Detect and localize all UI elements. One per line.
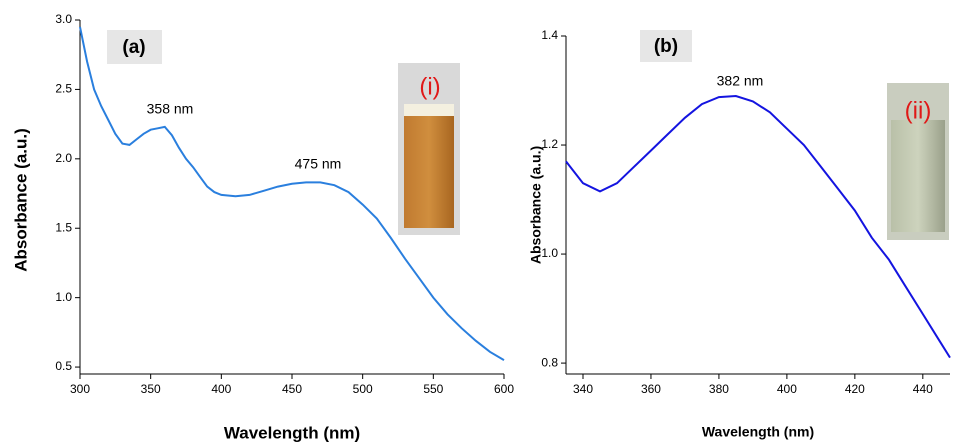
panel-label: (a) — [122, 37, 145, 58]
x-tick-label: 550 — [423, 382, 443, 396]
inset-label: (i) — [419, 73, 440, 100]
y-tick-label: 3.0 — [55, 12, 72, 26]
y-tick-label: 1.4 — [541, 28, 558, 42]
y-tick-label: 1.0 — [541, 246, 558, 260]
y-tick-label: 0.5 — [55, 359, 72, 373]
x-tick-label: 420 — [845, 382, 865, 396]
x-tick-label: 360 — [641, 382, 661, 396]
panel-label-box — [640, 30, 692, 62]
data-line — [79, 26, 505, 361]
y-axis-title: Absorbance (a.u.) — [11, 128, 30, 272]
y-tick-label: 2.5 — [55, 82, 72, 96]
y-tick-label: 1.2 — [541, 137, 558, 151]
x-tick-label: 500 — [353, 382, 373, 396]
annotation: 358 nm — [147, 101, 194, 117]
x-tick-label: 380 — [709, 382, 729, 396]
inset-label: (ii) — [905, 97, 932, 124]
panel-label: (b) — [654, 36, 678, 57]
cuvette-photo — [887, 83, 949, 240]
x-tick-label: 300 — [70, 382, 90, 396]
y-tick-label: 0.8 — [541, 355, 558, 369]
y-axis-title: Absorbance (a.u.) — [528, 146, 544, 264]
x-tick-label: 450 — [282, 382, 302, 396]
x-tick-label: 340 — [573, 382, 593, 396]
panel-label-box — [107, 30, 162, 64]
x-axis-title: Wavelength (nm) — [224, 423, 360, 442]
cuvette-photo — [398, 63, 460, 235]
x-tick-label: 600 — [494, 382, 514, 396]
annotation: 475 nm — [295, 156, 342, 172]
y-tick-label: 1.5 — [55, 220, 72, 234]
y-tick-label: 1.0 — [55, 290, 72, 304]
x-tick-label: 350 — [141, 382, 161, 396]
x-tick-label: 400 — [211, 382, 231, 396]
x-tick-label: 400 — [777, 382, 797, 396]
x-tick-label: 440 — [913, 382, 933, 396]
x-axis-title: Wavelength (nm) — [702, 424, 814, 440]
y-tick-label: 2.0 — [55, 151, 72, 165]
annotation: 382 nm — [717, 73, 764, 89]
data-line — [565, 94, 951, 359]
